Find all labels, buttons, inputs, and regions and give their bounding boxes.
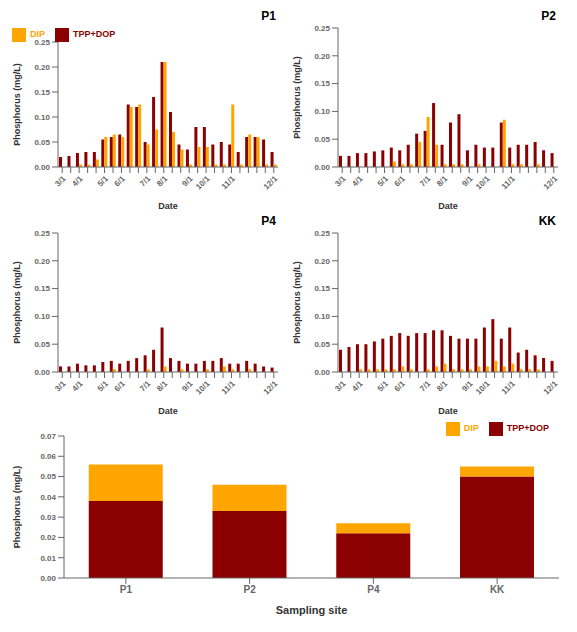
svg-text:0.15: 0.15 — [314, 284, 330, 293]
svg-text:5/1: 5/1 — [376, 379, 391, 394]
svg-text:4/1: 4/1 — [70, 379, 85, 394]
svg-text:6/1: 6/1 — [113, 379, 128, 394]
svg-text:0.15: 0.15 — [34, 88, 50, 97]
svg-text:5/1: 5/1 — [376, 174, 391, 189]
svg-text:12/1: 12/1 — [542, 379, 560, 397]
svg-text:7/1: 7/1 — [418, 174, 433, 189]
svg-text:0.03: 0.03 — [40, 513, 56, 522]
svg-text:0.20: 0.20 — [314, 52, 330, 61]
svg-text:0.10: 0.10 — [34, 113, 50, 122]
svg-text:0.00: 0.00 — [40, 574, 56, 583]
svg-text:5/1: 5/1 — [96, 174, 111, 189]
svg-text:0.02: 0.02 — [40, 533, 56, 542]
svg-text:10/1: 10/1 — [474, 174, 492, 192]
svg-text:8/1: 8/1 — [435, 379, 450, 394]
svg-text:0.20: 0.20 — [314, 257, 330, 266]
svg-text:3/1: 3/1 — [53, 379, 68, 394]
svg-text:0.20: 0.20 — [34, 63, 50, 72]
svg-text:11/1: 11/1 — [500, 174, 517, 191]
svg-text:4/1: 4/1 — [350, 379, 365, 394]
svg-text:Phosphorus (mg/L): Phosphorus (mg/L) — [12, 261, 22, 344]
svg-text:Phosphorus (mg/L): Phosphorus (mg/L) — [292, 56, 302, 139]
svg-text:8/1: 8/1 — [155, 379, 170, 394]
svg-text:0.20: 0.20 — [34, 257, 50, 266]
svg-text:9/1: 9/1 — [180, 379, 195, 394]
svg-text:Phosphorus (mg/L): Phosphorus (mg/L) — [12, 63, 22, 146]
svg-text:0.15: 0.15 — [34, 284, 50, 293]
svg-text:3/1: 3/1 — [333, 174, 348, 189]
svg-text:6/1: 6/1 — [393, 174, 408, 189]
svg-text:Phosphorus (mg/L): Phosphorus (mg/L) — [292, 261, 302, 344]
svg-text:0.05: 0.05 — [34, 138, 50, 147]
svg-text:0.10: 0.10 — [314, 312, 330, 321]
svg-text:0.05: 0.05 — [40, 472, 56, 481]
svg-text:Date: Date — [158, 406, 178, 416]
svg-text:0.05: 0.05 — [34, 340, 50, 349]
svg-text:0.25: 0.25 — [314, 229, 330, 238]
svg-text:5/1: 5/1 — [96, 379, 111, 394]
html-text:P1: P1 — [261, 9, 276, 23]
html-text:TPP+DOP: TPP+DOP — [506, 423, 549, 434]
svg-text:KK: KK — [490, 584, 505, 595]
svg-text:9/1: 9/1 — [180, 174, 195, 189]
svg-text:12/1: 12/1 — [542, 174, 560, 192]
svg-text:10/1: 10/1 — [194, 174, 212, 192]
svg-text:8/1: 8/1 — [155, 174, 170, 189]
svg-text:7/1: 7/1 — [418, 379, 433, 394]
html-text:P2: P2 — [541, 9, 556, 23]
svg-text:6/1: 6/1 — [113, 174, 128, 189]
svg-text:0.05: 0.05 — [314, 340, 330, 349]
svg-text:9/1: 9/1 — [460, 174, 475, 189]
html-text:DIP: DIP — [463, 423, 479, 434]
svg-text:0.05: 0.05 — [314, 135, 330, 144]
svg-text:P4: P4 — [367, 584, 380, 595]
svg-text:7/1: 7/1 — [138, 379, 153, 394]
svg-text:12/1: 12/1 — [262, 174, 280, 192]
svg-text:11/1: 11/1 — [500, 379, 517, 396]
svg-text:0.01: 0.01 — [40, 554, 56, 563]
svg-text:10/1: 10/1 — [474, 379, 492, 397]
svg-text:0.00: 0.00 — [34, 368, 50, 377]
svg-text:0.04: 0.04 — [40, 493, 56, 502]
svg-text:Phosphorus (mg/L): Phosphorus (mg/L) — [12, 466, 22, 549]
svg-text:10/1: 10/1 — [194, 379, 212, 397]
svg-text:3/1: 3/1 — [53, 174, 68, 189]
html-text:DIP: DIP — [30, 29, 45, 40]
svg-text:11/1: 11/1 — [220, 379, 237, 396]
svg-text:9/1: 9/1 — [460, 379, 475, 394]
svg-text:P2: P2 — [244, 584, 257, 595]
svg-text:Date: Date — [158, 201, 178, 211]
svg-text:7/1: 7/1 — [138, 174, 153, 189]
svg-text:0.06: 0.06 — [40, 452, 56, 461]
html-text:KK: KK — [538, 214, 556, 228]
svg-text:Date: Date — [438, 406, 458, 416]
svg-text:3/1: 3/1 — [333, 379, 348, 394]
svg-text:4/1: 4/1 — [70, 174, 85, 189]
svg-text:0.10: 0.10 — [34, 312, 50, 321]
svg-text:0.10: 0.10 — [314, 107, 330, 116]
svg-text:11/1: 11/1 — [220, 174, 237, 191]
svg-text:4/1: 4/1 — [350, 174, 365, 189]
svg-text:0.25: 0.25 — [34, 229, 50, 238]
svg-text:6/1: 6/1 — [393, 379, 408, 394]
svg-text:0.07: 0.07 — [40, 432, 56, 441]
svg-text:12/1: 12/1 — [262, 379, 280, 397]
svg-text:0.00: 0.00 — [34, 163, 50, 172]
svg-text:0.00: 0.00 — [314, 368, 330, 377]
html-text:P4: P4 — [261, 214, 276, 228]
html-text:TPP+DOP: TPP+DOP — [73, 29, 116, 40]
svg-text:Sampling site: Sampling site — [276, 604, 348, 616]
svg-text:0.15: 0.15 — [314, 79, 330, 88]
svg-text:0.00: 0.00 — [314, 163, 330, 172]
svg-text:Date: Date — [438, 201, 458, 211]
svg-text:8/1: 8/1 — [435, 174, 450, 189]
svg-text:0.25: 0.25 — [34, 38, 50, 47]
svg-text:0.25: 0.25 — [314, 24, 330, 33]
svg-text:P1: P1 — [120, 584, 133, 595]
